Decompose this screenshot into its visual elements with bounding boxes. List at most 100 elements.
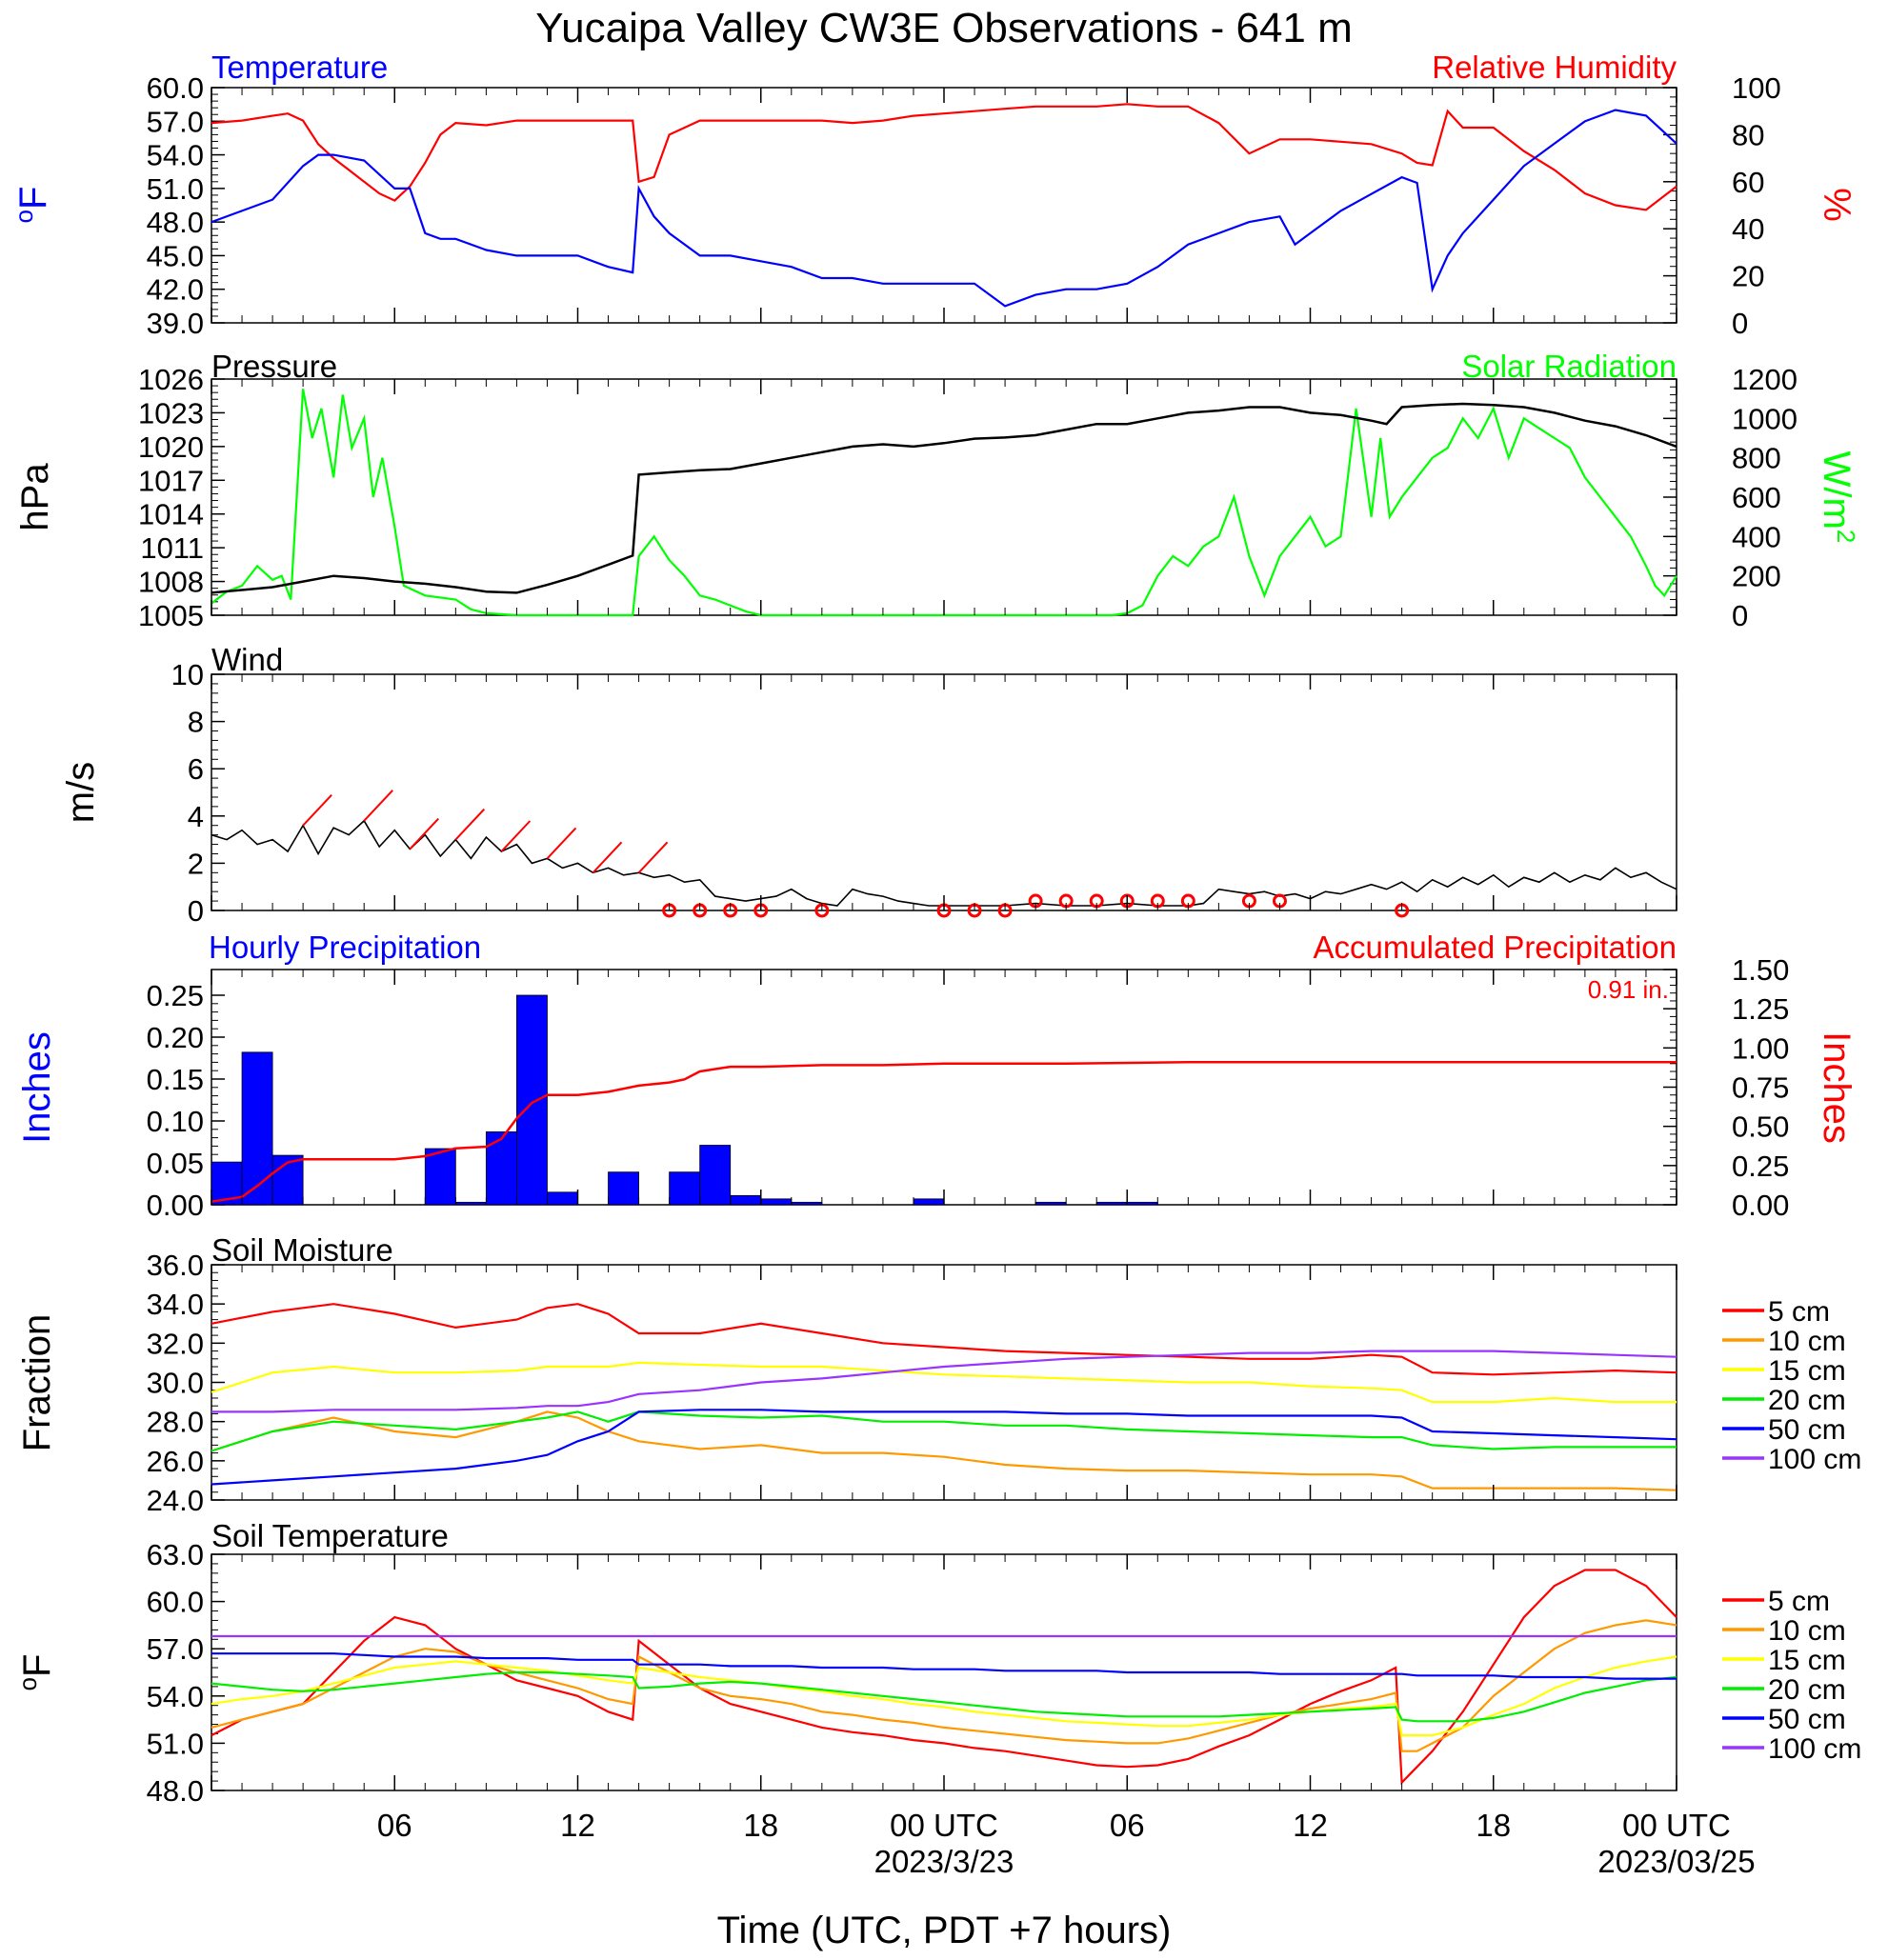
precip-bar [547, 1191, 578, 1206]
accum-axis-tick-label: 0.50 [1732, 1110, 1789, 1144]
pressure-axis-tick-label: 1020 [138, 430, 204, 464]
soil-temperature-title: Soil Temperature [211, 1518, 449, 1553]
soil-temperature-line [211, 1652, 1677, 1680]
pressure-panel: Pressure Solar Radiation hPa W/m2 102610… [14, 349, 1860, 632]
time-tick-label: 00 UTC [890, 1808, 998, 1843]
wind-barb [454, 808, 486, 841]
precip-bar [913, 1198, 945, 1206]
time-tick-label: 00 UTC [1622, 1808, 1731, 1843]
chart-title: Yucaipa Valley CW3E Observations - 641 m [535, 5, 1353, 51]
solar-right-ticks: 1200 1000 800 600 400 200 0 [1663, 363, 1798, 632]
time-tick-label: 18 [1476, 1808, 1511, 1843]
humidity-title: Relative Humidity [1432, 50, 1677, 85]
wind-left-ticks: 10 8 6 4 2 0 [171, 658, 225, 928]
temperature-frame [211, 87, 1677, 324]
temperature-line [211, 109, 1677, 308]
soil-temperature-line [211, 1619, 1677, 1752]
pressure-axis-tick-label: 1008 [138, 566, 204, 599]
precip-bar [1126, 1201, 1158, 1206]
soil-moisture-title: Soil Moisture [211, 1232, 393, 1268]
solar-axis-tick-label: 800 [1732, 442, 1781, 475]
time-axis-label: Time (UTC, PDT +7 hours) [717, 1910, 1172, 1951]
soil-moisture-line [211, 1303, 1677, 1376]
pressure-axis-tick-label: 1023 [138, 396, 204, 430]
soil-moisture-legend-label: 20 cm [1768, 1385, 1846, 1416]
temperature-title: Temperature [211, 50, 388, 85]
soil-temperature-legend-label: 50 cm [1768, 1704, 1846, 1735]
accum-precip-title: Accumulated Precipitation [1313, 930, 1677, 965]
precip-left-unit: Inches [16, 1031, 58, 1144]
soil-moisture-axis-tick-label: 30.0 [147, 1367, 204, 1400]
temperature-axis-tick-label: 39.0 [147, 307, 204, 340]
soil-temperature-frame [211, 1553, 1677, 1791]
wind-frame [211, 673, 1677, 911]
soil-moisture-axis-tick-label: 36.0 [147, 1249, 204, 1282]
accum-precip-line [211, 1060, 1677, 1203]
date-label: 2023/3/23 [874, 1844, 1014, 1879]
wind-panel: Wind m/s 10 8 6 4 2 0 [60, 642, 1677, 928]
pressure-axis-tick-label: 1026 [138, 363, 204, 396]
accum-axis-tick-label: 1.00 [1732, 1031, 1789, 1065]
date-label: 2023/03/25 [1597, 1844, 1755, 1879]
solar-axis-tick-label: 600 [1732, 481, 1781, 514]
time-tick-label: 12 [560, 1808, 595, 1843]
time-tick-label: 06 [377, 1808, 412, 1843]
temperature-unit: oF [10, 187, 54, 224]
precip-axis-tick-label: 0.20 [147, 1021, 204, 1054]
wind-barb [302, 794, 332, 827]
time-tick-label: 12 [1293, 1808, 1328, 1843]
precip-bar [516, 994, 548, 1206]
soil-temperature-axis-tick-label: 51.0 [147, 1727, 204, 1760]
wind-barb [592, 841, 623, 874]
soil-temperature-panel: Soil Temperature oF 63.0 60.0 57.0 54.0 51.0… [13, 1518, 1861, 1808]
soil-moisture-line [211, 1409, 1677, 1486]
wind-title: Wind [211, 642, 283, 677]
precip-right-ticks: 1.50 1.25 1.00 0.75 0.50 0.25 0.00 [1663, 953, 1789, 1222]
wind-axis-tick-label: 8 [188, 706, 204, 739]
soil-moisture-line [211, 1361, 1677, 1404]
soil-moisture-line [211, 1410, 1677, 1452]
temperature-axis-tick-label: 60.0 [147, 71, 204, 105]
humidity-axis-tick-label: 40 [1732, 212, 1764, 246]
soil-moisture-axis-tick-label: 26.0 [147, 1445, 204, 1478]
soil-moisture-line [211, 1410, 1677, 1491]
accum-axis-tick-label: 1.25 [1732, 992, 1789, 1026]
time-tick-label: 06 [1110, 1808, 1145, 1843]
soil-temperature-left-ticks: 63.0 60.0 57.0 54.0 51.0 48.0 [147, 1538, 225, 1808]
soil-temperature-axis-tick-label: 54.0 [147, 1680, 204, 1713]
soil-moisture-line [211, 1350, 1677, 1413]
precip-axis-tick-label: 0.05 [147, 1147, 204, 1180]
humidity-unit: % [1816, 188, 1858, 222]
soil-moisture-legend-label: 50 cm [1768, 1414, 1846, 1446]
precip-bar [424, 1148, 456, 1206]
humidity-axis-tick-label: 60 [1732, 166, 1764, 199]
precip-axis-tick-label: 0.10 [147, 1105, 204, 1138]
temperature-axis-tick-label: 42.0 [147, 273, 204, 307]
soil-moisture-lines [211, 1303, 1677, 1491]
temperature-axis-tick-label: 51.0 [147, 172, 204, 206]
soil-moisture-axis-tick-label: 34.0 [147, 1288, 204, 1321]
wind-barb [546, 827, 577, 860]
pressure-axis-tick-label: 1017 [138, 464, 204, 497]
wind-barbs [302, 790, 1410, 918]
soil-temperature-axis-tick-label: 63.0 [147, 1538, 204, 1571]
precip-bar [699, 1145, 732, 1206]
precip-total-label: 0.91 in. [1588, 975, 1669, 1004]
precip-bar [454, 1201, 487, 1206]
precip-axis-tick-label: 0.15 [147, 1063, 204, 1096]
wind-axis-tick-label: 10 [171, 658, 204, 691]
precip-bar [730, 1194, 762, 1206]
soil-moisture-panel: Soil Moisture Fraction 36.0 34.0 32.0 30.0 2… [16, 1232, 1861, 1517]
soil-moisture-legend-label: 100 cm [1768, 1444, 1861, 1475]
soil-temperature-axis-tick-label: 48.0 [147, 1774, 204, 1808]
precip-left-ticks: 0.25 0.20 0.15 0.10 0.05 0.00 [147, 979, 225, 1222]
time-tick-label: 18 [743, 1808, 778, 1843]
precip-bar [669, 1171, 701, 1206]
solar-axis-tick-label: 400 [1732, 520, 1781, 553]
temperature-left-ticks: 60.057.054.051.048.045.042.039.0 [147, 71, 225, 340]
precip-axis-tick-label: 0.25 [147, 979, 204, 1012]
humidity-axis-tick-label: 100 [1732, 71, 1781, 105]
